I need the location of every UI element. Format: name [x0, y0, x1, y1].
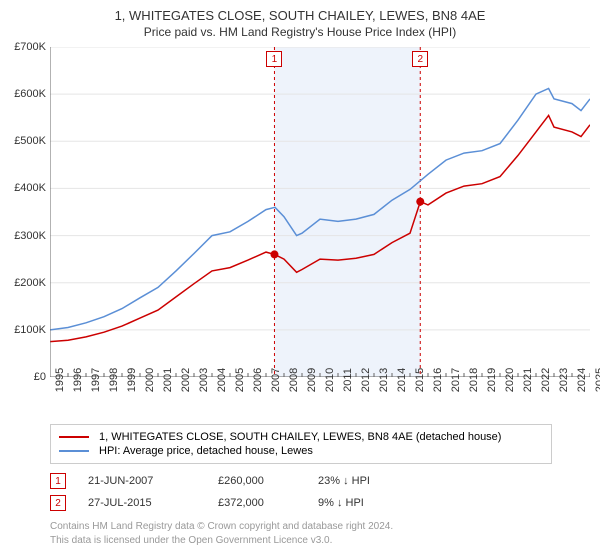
- y-axis: £0£100K£200K£300K£400K£500K£600K£700K: [2, 47, 46, 377]
- x-tick-label: 2001: [162, 368, 174, 392]
- legend-label: 1, WHITEGATES CLOSE, SOUTH CHAILEY, LEWE…: [99, 431, 501, 443]
- sale-diff: 23% ↓ HPI: [318, 475, 418, 487]
- sale-marker-badge: 1: [50, 473, 66, 489]
- sale-date: 27-JUL-2015: [88, 497, 218, 509]
- chart-title: 1, WHITEGATES CLOSE, SOUTH CHAILEY, LEWE…: [0, 0, 600, 23]
- y-tick-label: £0: [34, 371, 46, 383]
- x-tick-label: 2008: [288, 368, 300, 392]
- x-tick-label: 1998: [108, 368, 120, 392]
- x-tick-label: 1997: [90, 368, 102, 392]
- x-tick-label: 2000: [144, 368, 156, 392]
- x-axis: 1995199619971998199920002001200220032004…: [50, 380, 590, 420]
- footer: Contains HM Land Registry data © Crown c…: [50, 520, 393, 547]
- y-tick-label: £600K: [14, 88, 46, 100]
- chart-marker-badge: 2: [412, 51, 428, 67]
- x-tick-label: 1999: [126, 368, 138, 392]
- x-tick-label: 2003: [198, 368, 210, 392]
- x-tick-label: 1995: [54, 368, 66, 392]
- footer-line: This data is licensed under the Open Gov…: [50, 534, 393, 548]
- x-tick-label: 2021: [522, 368, 534, 392]
- x-tick-label: 2017: [450, 368, 462, 392]
- x-tick-label: 2002: [180, 368, 192, 392]
- footer-line: Contains HM Land Registry data © Crown c…: [50, 520, 393, 534]
- y-tick-label: £500K: [14, 135, 46, 147]
- x-tick-label: 1996: [72, 368, 84, 392]
- x-tick-label: 2009: [306, 368, 318, 392]
- sale-marker-badge: 2: [50, 495, 66, 511]
- chart-subtitle: Price paid vs. HM Land Registry's House …: [0, 23, 600, 43]
- x-tick-label: 2018: [468, 368, 480, 392]
- chart-svg: [50, 47, 590, 377]
- x-tick-label: 2005: [234, 368, 246, 392]
- legend-label: HPI: Average price, detached house, Lewe…: [99, 445, 313, 457]
- y-tick-label: £300K: [14, 230, 46, 242]
- legend-item: HPI: Average price, detached house, Lewe…: [59, 444, 543, 458]
- sale-row: 2 27-JUL-2015 £372,000 9% ↓ HPI: [50, 492, 550, 514]
- sale-price: £372,000: [218, 497, 318, 509]
- x-tick-label: 2015: [414, 368, 426, 392]
- x-tick-label: 2014: [396, 368, 408, 392]
- y-tick-label: £700K: [14, 41, 46, 53]
- x-tick-label: 2004: [216, 368, 228, 392]
- x-tick-label: 2024: [576, 368, 588, 392]
- x-tick-label: 2012: [360, 368, 372, 392]
- sale-price: £260,000: [218, 475, 318, 487]
- y-tick-label: £100K: [14, 324, 46, 336]
- x-tick-label: 2011: [342, 368, 354, 392]
- legend: 1, WHITEGATES CLOSE, SOUTH CHAILEY, LEWE…: [50, 424, 552, 464]
- chart-container: 1, WHITEGATES CLOSE, SOUTH CHAILEY, LEWE…: [0, 0, 600, 560]
- legend-item: 1, WHITEGATES CLOSE, SOUTH CHAILEY, LEWE…: [59, 430, 543, 444]
- x-tick-label: 2022: [540, 368, 552, 392]
- y-tick-label: £400K: [14, 182, 46, 194]
- x-tick-label: 2025: [594, 368, 600, 392]
- legend-swatch: [59, 436, 89, 438]
- x-tick-label: 2020: [504, 368, 516, 392]
- sales-table: 1 21-JUN-2007 £260,000 23% ↓ HPI 2 27-JU…: [50, 470, 550, 514]
- x-tick-label: 2006: [252, 368, 264, 392]
- x-tick-label: 2007: [270, 368, 282, 392]
- x-tick-label: 2010: [324, 368, 336, 392]
- chart-marker-badge: 1: [266, 51, 282, 67]
- sale-date: 21-JUN-2007: [88, 475, 218, 487]
- x-tick-label: 2023: [558, 368, 570, 392]
- legend-swatch: [59, 450, 89, 452]
- sale-row: 1 21-JUN-2007 £260,000 23% ↓ HPI: [50, 470, 550, 492]
- x-tick-label: 2016: [432, 368, 444, 392]
- x-tick-label: 2013: [378, 368, 390, 392]
- x-tick-label: 2019: [486, 368, 498, 392]
- sale-diff: 9% ↓ HPI: [318, 497, 418, 509]
- chart-area: £0£100K£200K£300K£400K£500K£600K£700K 12: [50, 47, 590, 377]
- y-tick-label: £200K: [14, 277, 46, 289]
